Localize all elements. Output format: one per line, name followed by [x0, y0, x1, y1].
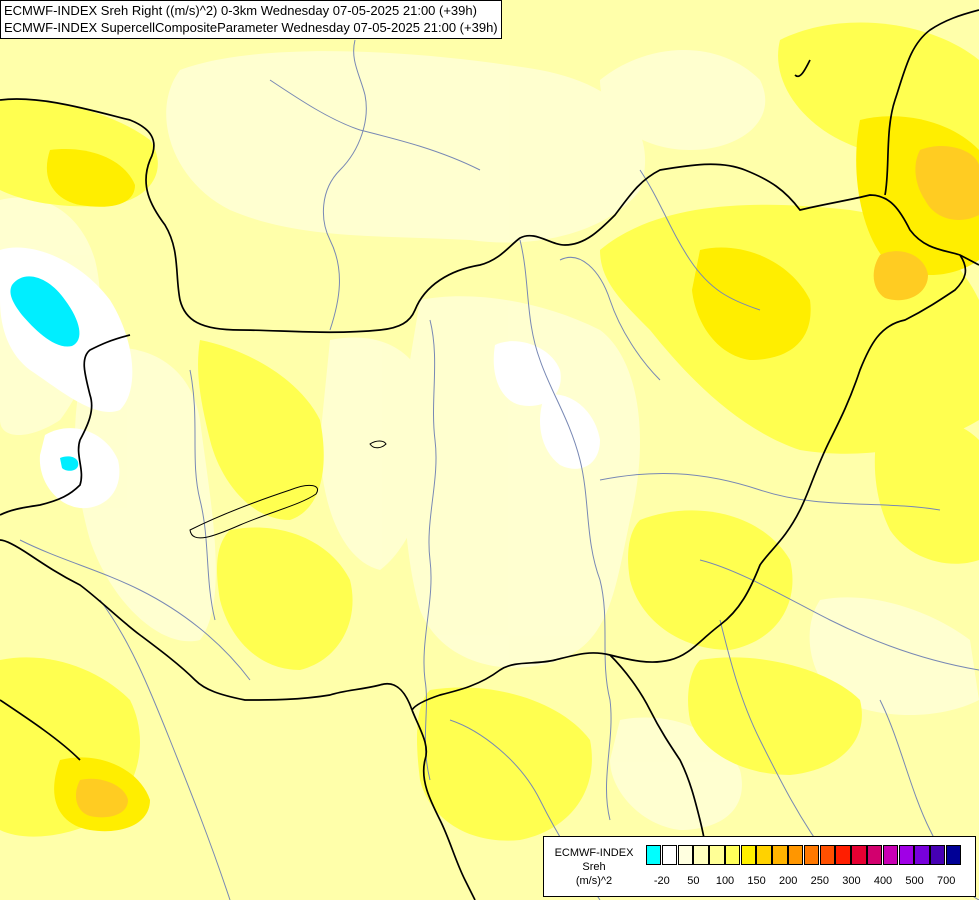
legend-model: ECMWF-INDEX	[554, 847, 634, 859]
country-borders	[0, 9, 979, 900]
legend-swatch	[851, 845, 867, 865]
legend-variable: Sreh	[582, 861, 606, 873]
legend-swatch	[661, 845, 678, 865]
legend-swatch	[693, 845, 709, 865]
title-line-sreh: ECMWF-INDEX Sreh Right ((m/s)^2) 0-3km W…	[4, 3, 477, 18]
legend-tick-label: 700	[937, 875, 956, 887]
legend-title: ECMWF-INDEX Sreh (m/s)^2	[544, 846, 644, 888]
legend-swatch	[724, 845, 741, 865]
color-legend: ECMWF-INDEX Sreh (m/s)^2 -20 50 100 150 200 2…	[543, 836, 976, 897]
legend-tick-label: 400	[873, 875, 893, 887]
field-pale-areas	[0, 50, 979, 830]
legend-swatch	[914, 845, 930, 865]
legend-swatch	[945, 845, 962, 865]
field-cyan-areas	[10, 276, 80, 471]
legend-swatch	[709, 845, 725, 865]
legend-swatch	[772, 845, 788, 865]
legend-swatch	[756, 845, 772, 865]
legend-swatch	[898, 845, 914, 865]
legend-tick-label: 300	[842, 875, 861, 887]
legend-swatch	[835, 845, 851, 865]
legend-swatch	[646, 845, 662, 865]
legend-tick-label: 200	[779, 875, 798, 887]
legend-swatch	[866, 845, 883, 865]
legend-swatch	[819, 845, 835, 865]
legend-swatch	[740, 845, 757, 865]
legend-tick-label: 50	[687, 875, 700, 887]
legend-tick-label: 100	[715, 875, 735, 887]
rivers	[19, 39, 979, 900]
map-title-box: ECMWF-INDEX Sreh Right ((m/s)^2) 0-3km W…	[0, 0, 502, 39]
legend-swatch	[677, 845, 693, 865]
field-orange-areas	[75, 145, 979, 818]
legend-unit: (m/s)^2	[575, 875, 613, 887]
legend-swatch	[882, 845, 899, 865]
legend-swatch	[788, 845, 804, 865]
legend-swatch	[930, 845, 946, 865]
legend-swatches	[646, 845, 962, 865]
legend-tick-label: 500	[905, 875, 924, 887]
legend-tick-label: -20	[653, 875, 670, 887]
lakes	[189, 440, 387, 539]
legend-tick-label: 250	[810, 875, 829, 887]
legend-tick-label: 150	[747, 875, 766, 887]
legend-ticks: -20 50 100 150 200 250 300 400 500 700	[646, 875, 976, 889]
title-line-scp: ECMWF-INDEX SupercellCompositeParameter …	[4, 20, 498, 35]
legend-swatch	[803, 845, 820, 865]
